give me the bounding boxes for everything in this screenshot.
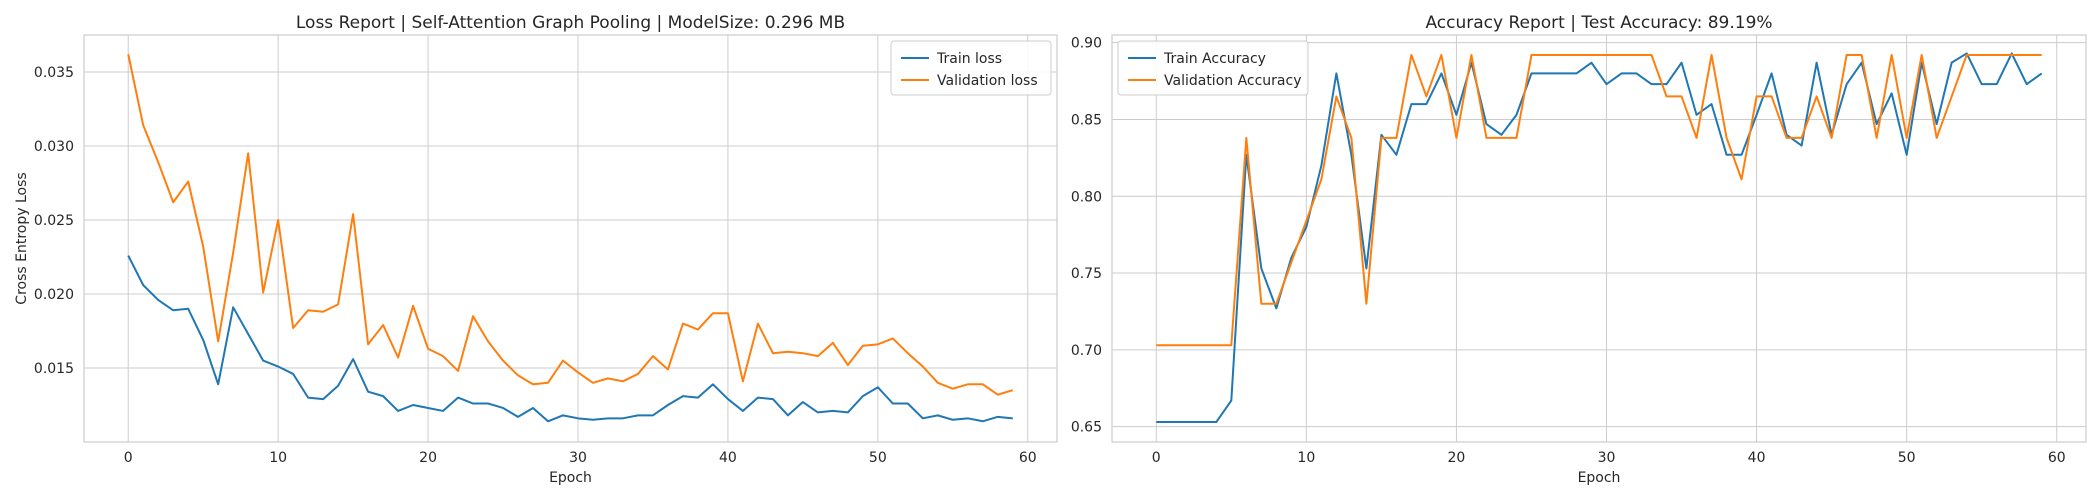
legend-label: Train loss xyxy=(936,51,1002,67)
x-tick-label: 40 xyxy=(719,450,737,466)
legend-label: Validation Accuracy xyxy=(1164,73,1302,89)
y-axis-label: Cross Entropy Loss xyxy=(14,172,30,304)
x-tick-label: 10 xyxy=(269,450,287,466)
series-line-validation xyxy=(1156,53,2042,347)
y-tick-label: 0.80 xyxy=(1071,189,1102,205)
y-tick-label: 0.90 xyxy=(1071,36,1102,52)
y-tick-label: 0.015 xyxy=(34,361,74,377)
chart-title: Accuracy Report | Test Accuracy: 89.19% xyxy=(1425,13,1772,33)
plot-frame xyxy=(1111,34,2087,443)
x-tick-label: 30 xyxy=(1598,450,1616,466)
x-tick-label: 50 xyxy=(1898,450,1916,466)
series-line-train xyxy=(127,255,1013,423)
legend-box xyxy=(1117,40,1309,96)
x-tick-label: 60 xyxy=(2048,450,2066,466)
series-line-validation xyxy=(127,54,1014,396)
x-tick-label: 10 xyxy=(1297,450,1315,466)
x-tick-label: 40 xyxy=(1748,450,1766,466)
x-tick-label: 60 xyxy=(1019,450,1037,466)
y-tick-label: 0.020 xyxy=(34,287,74,303)
x-tick-label: 20 xyxy=(1448,450,1466,466)
y-tick-label: 0.025 xyxy=(34,213,74,229)
loss-chart: 0 10 20 30 40 50 60 0.015 0.020 0.025 0.030 0.035 Lo… xyxy=(14,13,1058,486)
legend: Train Accuracy Validation Accuracy xyxy=(1117,40,1309,96)
y-tick-label: 0.030 xyxy=(34,139,74,155)
chart-title: Loss Report | Self-Attention Graph Pooli… xyxy=(296,13,845,33)
x-tick-label: 20 xyxy=(419,450,437,466)
x-tick-label: 30 xyxy=(569,450,587,466)
plot-frame xyxy=(83,34,1058,443)
x-tick-label: 0 xyxy=(1152,450,1161,466)
y-tick-label: 0.85 xyxy=(1071,112,1102,128)
y-tick-label: 0.035 xyxy=(34,65,74,81)
legend-label: Validation loss xyxy=(937,73,1038,89)
legend-label: Train Accuracy xyxy=(1163,51,1266,67)
x-axis-label: Epoch xyxy=(1578,470,1621,486)
series-line-train xyxy=(1156,52,2043,424)
x-tick-label: 50 xyxy=(869,450,887,466)
y-tick-label: 0.70 xyxy=(1071,343,1102,359)
y-tick-label: 0.65 xyxy=(1071,420,1102,436)
x-axis-label: Epoch xyxy=(549,470,592,486)
x-tick-label: 0 xyxy=(124,450,133,466)
legend-box xyxy=(890,40,1052,96)
legend: Train loss Validation loss xyxy=(890,40,1052,96)
accuracy-chart: 0 10 20 30 40 50 60 0.65 0.70 0.75 0.80 0.85 0.90 Acc… xyxy=(1071,13,2087,486)
y-tick-label: 0.75 xyxy=(1071,266,1102,282)
